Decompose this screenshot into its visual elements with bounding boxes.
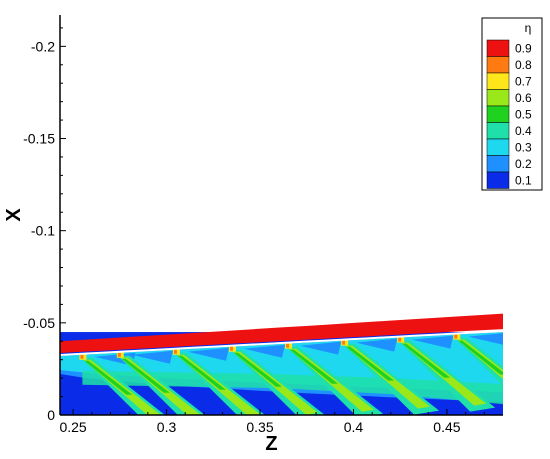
legend-label: 0.9 xyxy=(515,42,532,56)
streak-eta-0-5 xyxy=(458,340,503,375)
jet-streak xyxy=(116,350,205,415)
x-tick-label: 0.25 xyxy=(59,419,86,435)
streak-eta-0-5 xyxy=(346,346,395,381)
jet-streak xyxy=(79,352,165,415)
streak-eta-0-5 xyxy=(402,343,451,378)
hole-core xyxy=(80,354,84,359)
jet-streak xyxy=(285,341,383,415)
legend-label: 0.1 xyxy=(515,174,532,188)
legend-label: 0.7 xyxy=(515,75,532,89)
legend-label: 0.2 xyxy=(515,157,532,171)
x-tick-label: 0.3 xyxy=(157,419,177,435)
hole-core xyxy=(229,346,233,351)
y-tick-label: 0 xyxy=(47,407,55,423)
hole-core xyxy=(454,334,458,339)
y-tick-label: -0.05 xyxy=(23,315,55,331)
legend-swatch xyxy=(486,72,510,90)
jet-streak xyxy=(172,347,265,415)
y-tick-label: -0.2 xyxy=(31,38,55,54)
y-tick-label: -0.1 xyxy=(31,223,55,239)
hole-core xyxy=(173,349,177,354)
y-axis-title: X xyxy=(3,208,25,222)
wedge-eta-0-2 xyxy=(412,335,454,349)
legend-label: 0.6 xyxy=(515,91,532,105)
y-tick-label: -0.15 xyxy=(23,131,55,147)
streak-eta-0-6 xyxy=(457,339,503,380)
contour-field xyxy=(60,313,503,415)
jet-streak xyxy=(228,344,325,415)
legend-swatch xyxy=(486,155,510,173)
hole-core xyxy=(117,352,121,357)
streak-eta-0-5 xyxy=(177,355,226,390)
hole-core xyxy=(286,343,290,348)
legend-title: η xyxy=(525,21,532,35)
slot-line xyxy=(60,330,503,356)
wedge-eta-0-2 xyxy=(187,347,229,361)
legend-label: 0.5 xyxy=(515,108,532,122)
x-tick-label: 0.35 xyxy=(246,419,273,435)
streak-eta-0-5 xyxy=(234,352,282,387)
legend-swatch xyxy=(486,56,510,74)
legend-swatch xyxy=(486,89,510,107)
jet-streak xyxy=(453,333,503,386)
wedge-eta-0-2 xyxy=(131,350,173,364)
wall-band-eta-0-9 xyxy=(60,313,503,353)
streak-eta-0-4 xyxy=(454,337,503,386)
wedge-eta-0-2 xyxy=(244,344,285,358)
x-tick-label: 0.45 xyxy=(433,419,460,435)
jet-streak xyxy=(397,335,496,412)
streak-eta-0-5 xyxy=(84,360,133,395)
legend: η 0.9 0.8 0.7 0.6 0.5 0.4 0.3 0.2 0.1 xyxy=(481,17,543,191)
legend-swatch xyxy=(486,39,510,57)
hole-core xyxy=(342,340,346,345)
x-axis-title: Z xyxy=(265,433,277,455)
jet-streak xyxy=(341,338,440,415)
streak-eta-0-5 xyxy=(290,349,338,384)
legend-swatch xyxy=(486,122,510,140)
axes xyxy=(59,15,503,416)
x-tick-label: 0.4 xyxy=(344,419,364,435)
legend-label: 0.3 xyxy=(515,141,532,155)
wedge-eta-0-2 xyxy=(300,341,342,355)
hole-core xyxy=(398,337,402,342)
legend-swatch xyxy=(486,171,510,189)
legend-swatch xyxy=(486,138,510,156)
legend-label: 0.8 xyxy=(515,58,532,72)
legend-label: 0.4 xyxy=(515,124,532,138)
tick-marks: 0.25 0.3 0.35 0.4 0.45 -0.2 -0.15 -0.1 -0.05 0 xyxy=(23,27,485,435)
wedge-eta-0-2 xyxy=(468,333,503,345)
legend-swatch xyxy=(486,105,510,123)
streak-eta-0-5 xyxy=(121,358,170,393)
wedge-eta-0-2 xyxy=(356,338,398,352)
